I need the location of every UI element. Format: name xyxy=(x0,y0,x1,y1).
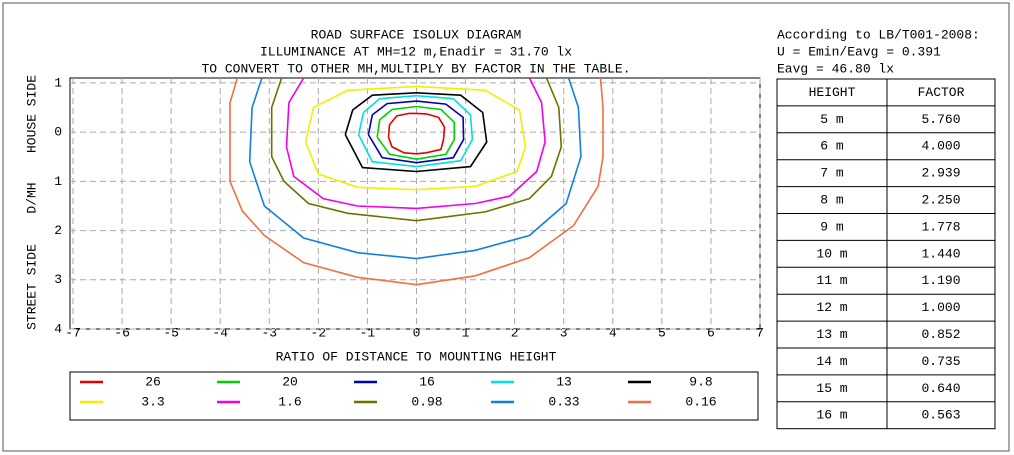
x-tick-label: -3 xyxy=(261,325,277,340)
y-axis-label: D/MH xyxy=(24,182,39,213)
x-tick-label: -7 xyxy=(65,325,81,340)
table-cell: 16 m xyxy=(816,408,847,423)
contour-line xyxy=(357,94,474,168)
table-border xyxy=(776,78,996,430)
x-tick-label: 7 xyxy=(756,325,764,340)
table-header: HEIGHT xyxy=(809,85,856,100)
contours xyxy=(229,78,604,286)
table-header: FACTOR xyxy=(918,85,965,100)
x-tick-label: 1 xyxy=(462,325,470,340)
table-cell: 13 m xyxy=(816,327,847,342)
table-cell: 6 m xyxy=(820,139,844,154)
legend-label: 0.33 xyxy=(548,394,579,409)
table-cell: 12 m xyxy=(816,300,847,315)
x-tick-label: 3 xyxy=(560,325,568,340)
table-cell: 0.563 xyxy=(921,408,960,423)
legend-label: 16 xyxy=(419,374,435,389)
title-line: ILLUMINANCE AT MH=12 m,Enadir = 31.70 lx xyxy=(260,44,572,59)
contour-line xyxy=(229,78,604,286)
contour-line xyxy=(270,78,563,222)
table-cell: 1.440 xyxy=(921,246,960,261)
table-cell: 4.000 xyxy=(921,139,960,154)
contour-line xyxy=(376,105,456,161)
x-tick-label: 2 xyxy=(511,325,519,340)
y-axis-label: STREET SIDE xyxy=(24,244,39,330)
title-line: TO CONVERT TO OTHER MH,MULTIPLY BY FACTO… xyxy=(201,61,630,76)
contour-line xyxy=(387,112,446,155)
legend-label: 1.6 xyxy=(278,394,301,409)
legend-label: 3.3 xyxy=(141,394,164,409)
table-cell: 1.000 xyxy=(921,300,960,315)
table-cell: 0.640 xyxy=(921,381,960,396)
y-tick-label: 2 xyxy=(54,223,62,238)
table-cell: 15 m xyxy=(816,381,847,396)
legend-label: 20 xyxy=(282,374,298,389)
table-cell: 1.778 xyxy=(921,219,960,234)
table-cell: 0.852 xyxy=(921,327,960,342)
contour-line xyxy=(248,78,582,260)
x-tick-label: -4 xyxy=(212,325,228,340)
legend-label: 13 xyxy=(556,374,572,389)
legend-label: 0.98 xyxy=(411,394,442,409)
contour-line xyxy=(367,100,465,164)
info-line: U = Emin/Eavg = 0.391 xyxy=(777,44,941,59)
x-tick-label: -6 xyxy=(114,325,130,340)
x-tick-label: 5 xyxy=(658,325,666,340)
table-cell: 5 m xyxy=(820,112,844,127)
contour-line xyxy=(285,78,546,210)
x-tick-label: 6 xyxy=(707,325,715,340)
y-tick-label: 4 xyxy=(54,321,62,336)
y-tick-label: 1 xyxy=(54,75,62,90)
table-cell: 9 m xyxy=(820,219,844,234)
legend-label: 0.16 xyxy=(685,394,716,409)
table-cell: 14 m xyxy=(816,354,847,369)
y-tick-label: 3 xyxy=(54,272,62,287)
x-tick-label: 0 xyxy=(413,325,421,340)
table-cell: 1.190 xyxy=(921,273,960,288)
table-cell: 2.250 xyxy=(921,192,960,207)
info-line: According to LB/T001-2008: xyxy=(777,27,980,42)
table-cell: 7 m xyxy=(820,166,844,181)
table-cell: 8 m xyxy=(820,192,844,207)
table-cell: 2.939 xyxy=(921,166,960,181)
x-tick-label: 4 xyxy=(609,325,617,340)
y-tick-label: 0 xyxy=(54,125,62,140)
table-cell: 5.760 xyxy=(921,112,960,127)
x-tick-label: -2 xyxy=(311,325,327,340)
contour-line xyxy=(304,85,527,191)
x-tick-label: -1 xyxy=(360,325,376,340)
contour-line xyxy=(344,91,488,173)
y-axis-label: HOUSE SIDE xyxy=(24,75,39,153)
table-cell: 11 m xyxy=(816,273,847,288)
table-cell: 0.735 xyxy=(921,354,960,369)
y-tick-label: 1 xyxy=(54,174,62,189)
table-cell: 10 m xyxy=(816,246,847,261)
x-axis-label: RATIO OF DISTANCE TO MOUNTING HEIGHT xyxy=(276,349,557,364)
x-tick-label: -5 xyxy=(163,325,179,340)
legend-box xyxy=(69,371,759,421)
legend-label: 26 xyxy=(145,374,161,389)
legend-label: 9.8 xyxy=(689,374,712,389)
info-line: Eavg = 46.80 lx xyxy=(777,61,894,76)
title-line: ROAD SURFACE ISOLUX DIAGRAM xyxy=(311,27,522,42)
